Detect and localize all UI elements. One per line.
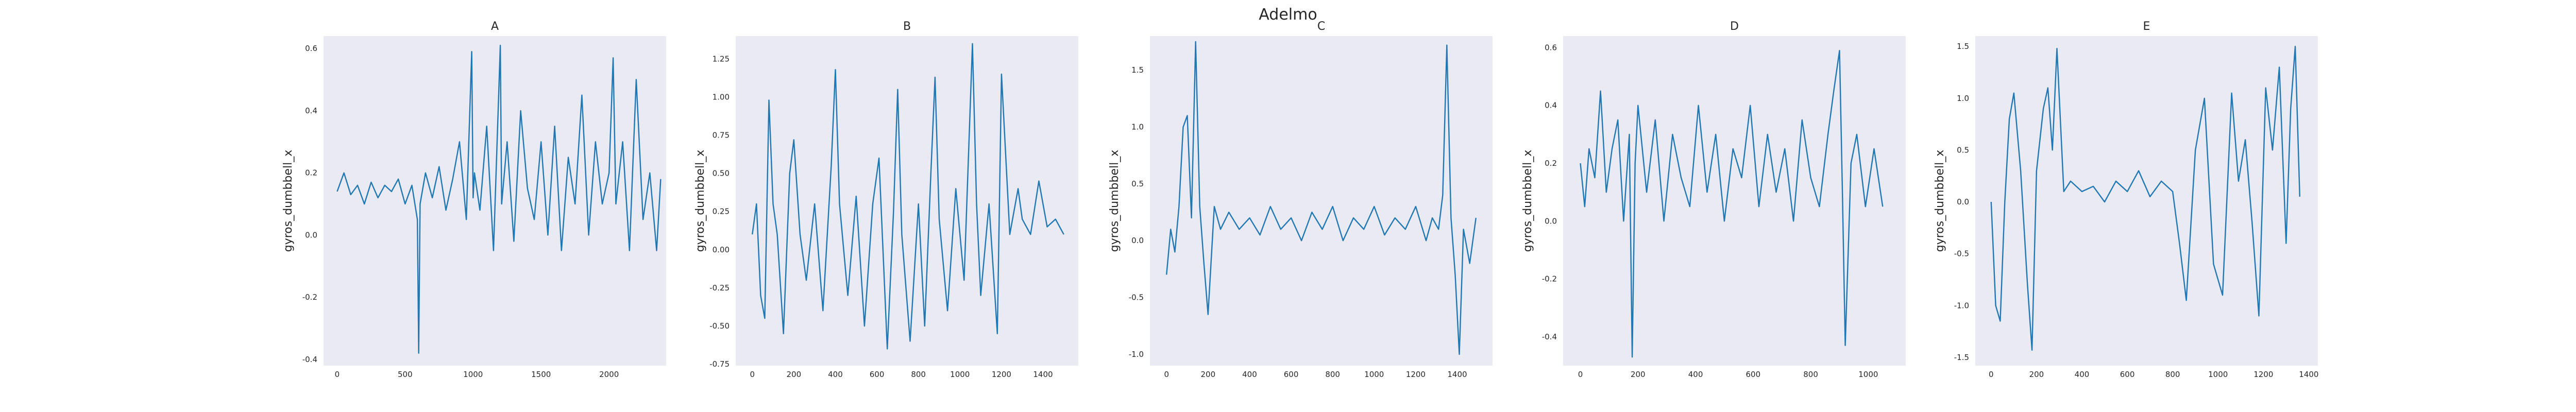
y-tick-label: -0.5: [1954, 249, 1969, 259]
x-tick-label: 600: [1284, 370, 1299, 379]
y-tick-label: -0.4: [302, 355, 317, 364]
y-tick-label: -0.5: [1129, 293, 1144, 302]
y-tick-label: 0.4: [1545, 101, 1557, 110]
y-tick-label: 0.0: [1545, 216, 1557, 226]
x-tick-label: 0: [1164, 370, 1169, 379]
y-tick-label: 0.5: [1957, 145, 1969, 154]
y-tick-label: 0.0: [305, 230, 317, 239]
x-tick-label: 0: [335, 370, 340, 379]
x-tick-label: 800: [2165, 370, 2180, 379]
series-line: [752, 43, 1064, 350]
x-tick-label: 400: [2075, 370, 2090, 379]
y-tick-label: -0.25: [709, 283, 730, 293]
plot-area: [1975, 36, 2318, 366]
y-axis-label: gyros_dumbbell_x: [1934, 150, 1946, 252]
x-tick-label: 1200: [2253, 370, 2273, 379]
x-tick-label: 2000: [599, 370, 619, 379]
y-tick-label: 0.0: [1131, 236, 1144, 245]
y-tick-label: -0.4: [1542, 332, 1557, 341]
series-line: [1990, 45, 2300, 351]
x-tick-label: 600: [1746, 370, 1761, 379]
y-tick-label: 1.00: [713, 93, 730, 102]
y-tick-label: 0.5: [1131, 179, 1144, 188]
x-tick-label: 1200: [1406, 370, 1426, 379]
x-tick-label: 800: [911, 370, 926, 379]
subplot-title: B: [903, 20, 911, 33]
y-tick-label: -1.5: [1954, 353, 1969, 362]
x-tick-label: 1400: [2299, 370, 2318, 379]
y-tick-label: 1.5: [1131, 65, 1144, 75]
figure-suptitle: Adelmo: [1259, 6, 1317, 24]
x-tick-label: 1000: [2208, 370, 2228, 379]
y-tick-label: 1.0: [1131, 123, 1144, 132]
series-line: [1580, 49, 1884, 358]
y-tick-label: -0.75: [709, 359, 730, 369]
x-tick-label: 1000: [463, 370, 483, 379]
x-tick-label: 1500: [531, 370, 551, 379]
y-tick-label: 0.00: [713, 245, 730, 254]
y-tick-label: 1.25: [713, 54, 730, 63]
x-tick-label: 400: [828, 370, 843, 379]
y-tick-label: 0.50: [713, 169, 730, 178]
y-tick-label: 0.6: [1545, 43, 1557, 52]
series-line: [336, 44, 662, 354]
y-axis-label: gyros_dumbbell_x: [1108, 150, 1121, 252]
x-tick-label: 1200: [992, 370, 1011, 379]
y-tick-label: 1.5: [1957, 42, 1969, 51]
subplot-title: E: [2143, 20, 2150, 33]
x-tick-label: 200: [1631, 370, 1646, 379]
x-tick-label: 400: [1688, 370, 1703, 379]
y-tick-label: 0.6: [305, 44, 317, 53]
x-tick-label: 600: [870, 370, 885, 379]
x-tick-label: 500: [398, 370, 413, 379]
subplot-title: A: [491, 20, 499, 33]
series-line: [1166, 41, 1477, 355]
x-tick-label: 0: [1578, 370, 1583, 379]
y-tick-label: -0.2: [1542, 274, 1557, 284]
y-tick-label: 0.25: [713, 207, 730, 216]
y-axis-label: gyros_dumbbell_x: [694, 150, 707, 252]
y-tick-label: 0.75: [713, 131, 730, 140]
y-tick-label: 1.0: [1957, 94, 1969, 103]
x-tick-label: 1000: [1364, 370, 1384, 379]
x-tick-label: 1400: [1447, 370, 1467, 379]
x-tick-label: 600: [2120, 370, 2135, 379]
y-tick-label: -1.0: [1954, 301, 1969, 310]
x-tick-label: 1000: [1858, 370, 1878, 379]
y-axis-label: gyros_dumbbell_x: [282, 150, 295, 252]
plot-area: [1563, 36, 1906, 366]
y-tick-label: -0.2: [302, 293, 317, 302]
y-tick-label: -0.50: [709, 321, 730, 331]
x-tick-label: 800: [1803, 370, 1818, 379]
x-tick-label: 800: [1325, 370, 1340, 379]
y-axis-label: gyros_dumbbell_x: [1521, 150, 1534, 252]
plot-area: [1150, 36, 1493, 366]
x-tick-label: 200: [1201, 370, 1216, 379]
subplot-title: C: [1317, 20, 1325, 33]
x-tick-label: 0: [1989, 370, 1994, 379]
x-tick-label: 200: [787, 370, 802, 379]
y-tick-label: 0.4: [305, 106, 317, 115]
x-tick-label: 400: [1242, 370, 1257, 379]
y-tick-label: 0.2: [305, 168, 317, 178]
plot-area: [736, 36, 1078, 366]
x-tick-label: 1400: [1033, 370, 1053, 379]
subplot-title: D: [1730, 20, 1739, 33]
y-tick-label: -1.0: [1129, 350, 1144, 359]
x-tick-label: 200: [2029, 370, 2044, 379]
y-tick-label: 0.2: [1545, 159, 1557, 168]
y-tick-label: 0.0: [1957, 197, 1969, 207]
x-tick-label: 0: [750, 370, 755, 379]
x-tick-label: 1000: [950, 370, 970, 379]
